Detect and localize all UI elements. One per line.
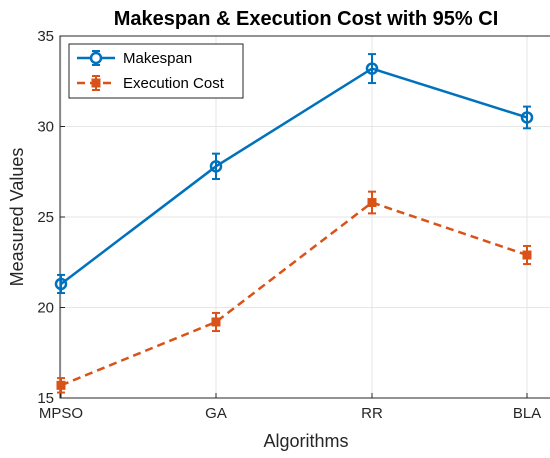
chart-title: Makespan & Execution Cost with 95% CI <box>114 8 499 30</box>
data-point <box>209 160 223 173</box>
series-1 <box>56 190 532 394</box>
legend-item: Makespan <box>77 50 192 67</box>
y-axis-ticks: 15 20 25 30 35 <box>37 28 65 407</box>
data-point <box>54 277 68 291</box>
series-line <box>60 201 528 387</box>
legend-item: Execution Cost <box>77 75 225 92</box>
y-tick-label: 15 <box>37 390 54 407</box>
series-0 <box>54 53 534 295</box>
data-point <box>211 317 221 327</box>
series-line <box>60 67 528 285</box>
legend-label: Makespan <box>123 50 192 67</box>
y-axis-label: Measured Values <box>7 148 27 287</box>
legend-label: Execution Cost <box>123 75 225 92</box>
y-tick-label: 25 <box>37 209 54 226</box>
y-tick-label: 30 <box>37 119 54 136</box>
legend: Makespan Execution Cost <box>68 43 244 99</box>
data-point <box>520 111 534 124</box>
y-tick-label: 35 <box>37 28 54 45</box>
legend-marker <box>89 51 103 65</box>
x-tick-label: BLA <box>513 405 541 422</box>
x-tick-label: RR <box>361 405 383 422</box>
data-point <box>365 62 379 75</box>
legend-marker <box>91 78 101 88</box>
series-layer <box>54 53 534 394</box>
x-tick-label: GA <box>205 405 227 422</box>
x-tick-label: MPSO <box>39 405 83 422</box>
y-tick-label: 20 <box>37 300 54 317</box>
data-point <box>522 250 532 260</box>
x-axis-label: Algorithms <box>263 431 348 451</box>
x-axis-ticks: MPSO GA RR BLA <box>39 393 541 422</box>
data-point <box>367 198 377 208</box>
data-point <box>56 380 66 390</box>
